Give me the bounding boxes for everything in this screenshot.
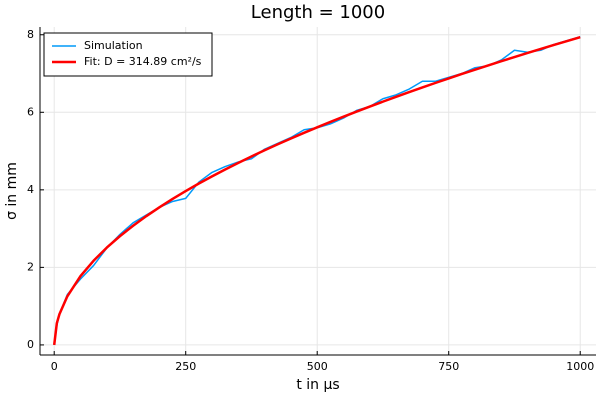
x-tick-label: 1000	[566, 360, 594, 373]
y-tick-label: 6	[27, 105, 34, 118]
x-tick-label: 750	[438, 360, 459, 373]
y-tick-label: 0	[27, 338, 34, 351]
x-tick-label: 0	[51, 360, 58, 373]
y-tick-label: 2	[27, 260, 34, 273]
legend-label: Fit: D = 314.89 cm²/s	[84, 55, 202, 68]
chart-title: Length = 1000	[251, 2, 385, 23]
x-tick-label: 500	[307, 360, 328, 373]
x-axis-label: t in µs	[296, 377, 339, 393]
legend-box	[43, 32, 213, 77]
x-tick-label: 250	[175, 360, 196, 373]
y-tick-label: 4	[27, 183, 34, 196]
series-line	[52, 35, 581, 346]
legend-label: Simulation	[84, 39, 143, 52]
y-axis-label: σ in mm	[4, 162, 20, 220]
y-tick-label: 8	[27, 28, 34, 41]
